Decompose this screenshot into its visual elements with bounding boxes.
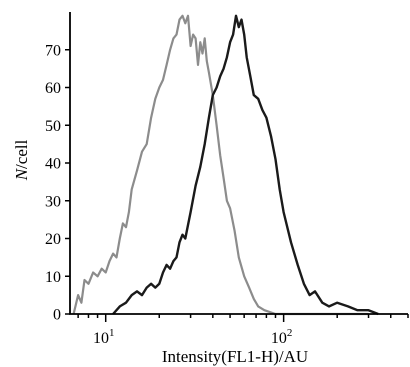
y-tick-label: 60 [45,80,61,97]
y-tick-label: 70 [45,42,61,59]
histogram-series-2 [112,14,379,316]
x-axis-title: Intensity(FL1-H)/AU [162,347,308,366]
y-tick-label: 40 [45,156,61,173]
y-tick-label: 50 [45,118,61,135]
y-tick-label: 10 [45,269,61,286]
y-tick-label: 20 [45,231,61,248]
y-axis-title-rest: /cell [12,139,31,169]
y-axis-title: N/cell [12,139,31,181]
y-tick-label: 0 [53,307,61,324]
plot-frame [69,12,408,315]
x-tick-label: 102 [271,327,293,347]
y-axis-title-italic: N [12,167,31,181]
y-ticks: 0 10 20 30 40 50 60 70 [45,42,70,324]
plot-series [72,14,379,316]
x-ticks: 101 102 [77,314,409,347]
axes [69,12,408,315]
histogram-series-1 [72,14,369,316]
x-tick-label: 101 [93,327,115,347]
y-tick-label: 30 [45,193,61,210]
